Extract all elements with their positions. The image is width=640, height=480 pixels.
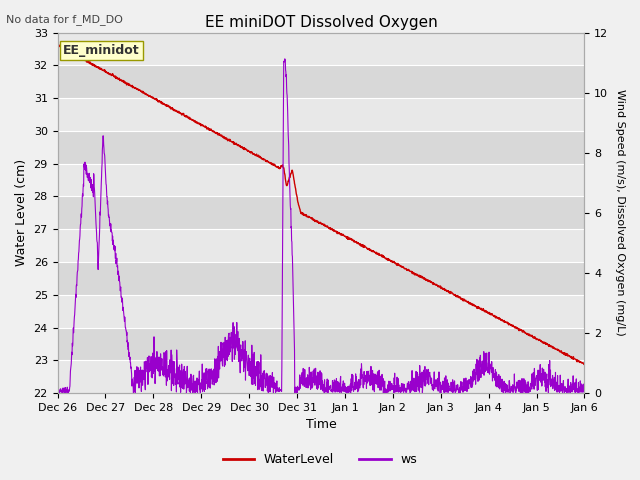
Y-axis label: Wind Speed (m/s), Dissolved Oxygen (mg/L): Wind Speed (m/s), Dissolved Oxygen (mg/L… <box>615 89 625 336</box>
Bar <box>58 295 584 327</box>
Y-axis label: Water Level (cm): Water Level (cm) <box>15 159 28 266</box>
Text: EE_minidot: EE_minidot <box>63 44 140 57</box>
Title: EE miniDOT Dissolved Oxygen: EE miniDOT Dissolved Oxygen <box>205 15 437 30</box>
X-axis label: Time: Time <box>306 419 337 432</box>
Bar <box>58 33 584 65</box>
Bar <box>58 65 584 98</box>
Bar <box>58 131 584 164</box>
Legend: WaterLevel, ws: WaterLevel, ws <box>218 448 422 471</box>
Text: No data for f_MD_DO: No data for f_MD_DO <box>6 14 124 25</box>
Bar <box>58 98 584 131</box>
Bar <box>58 229 584 262</box>
Bar <box>58 262 584 295</box>
Bar <box>58 360 584 393</box>
Bar <box>58 196 584 229</box>
Bar <box>58 327 584 360</box>
Bar <box>58 164 584 196</box>
